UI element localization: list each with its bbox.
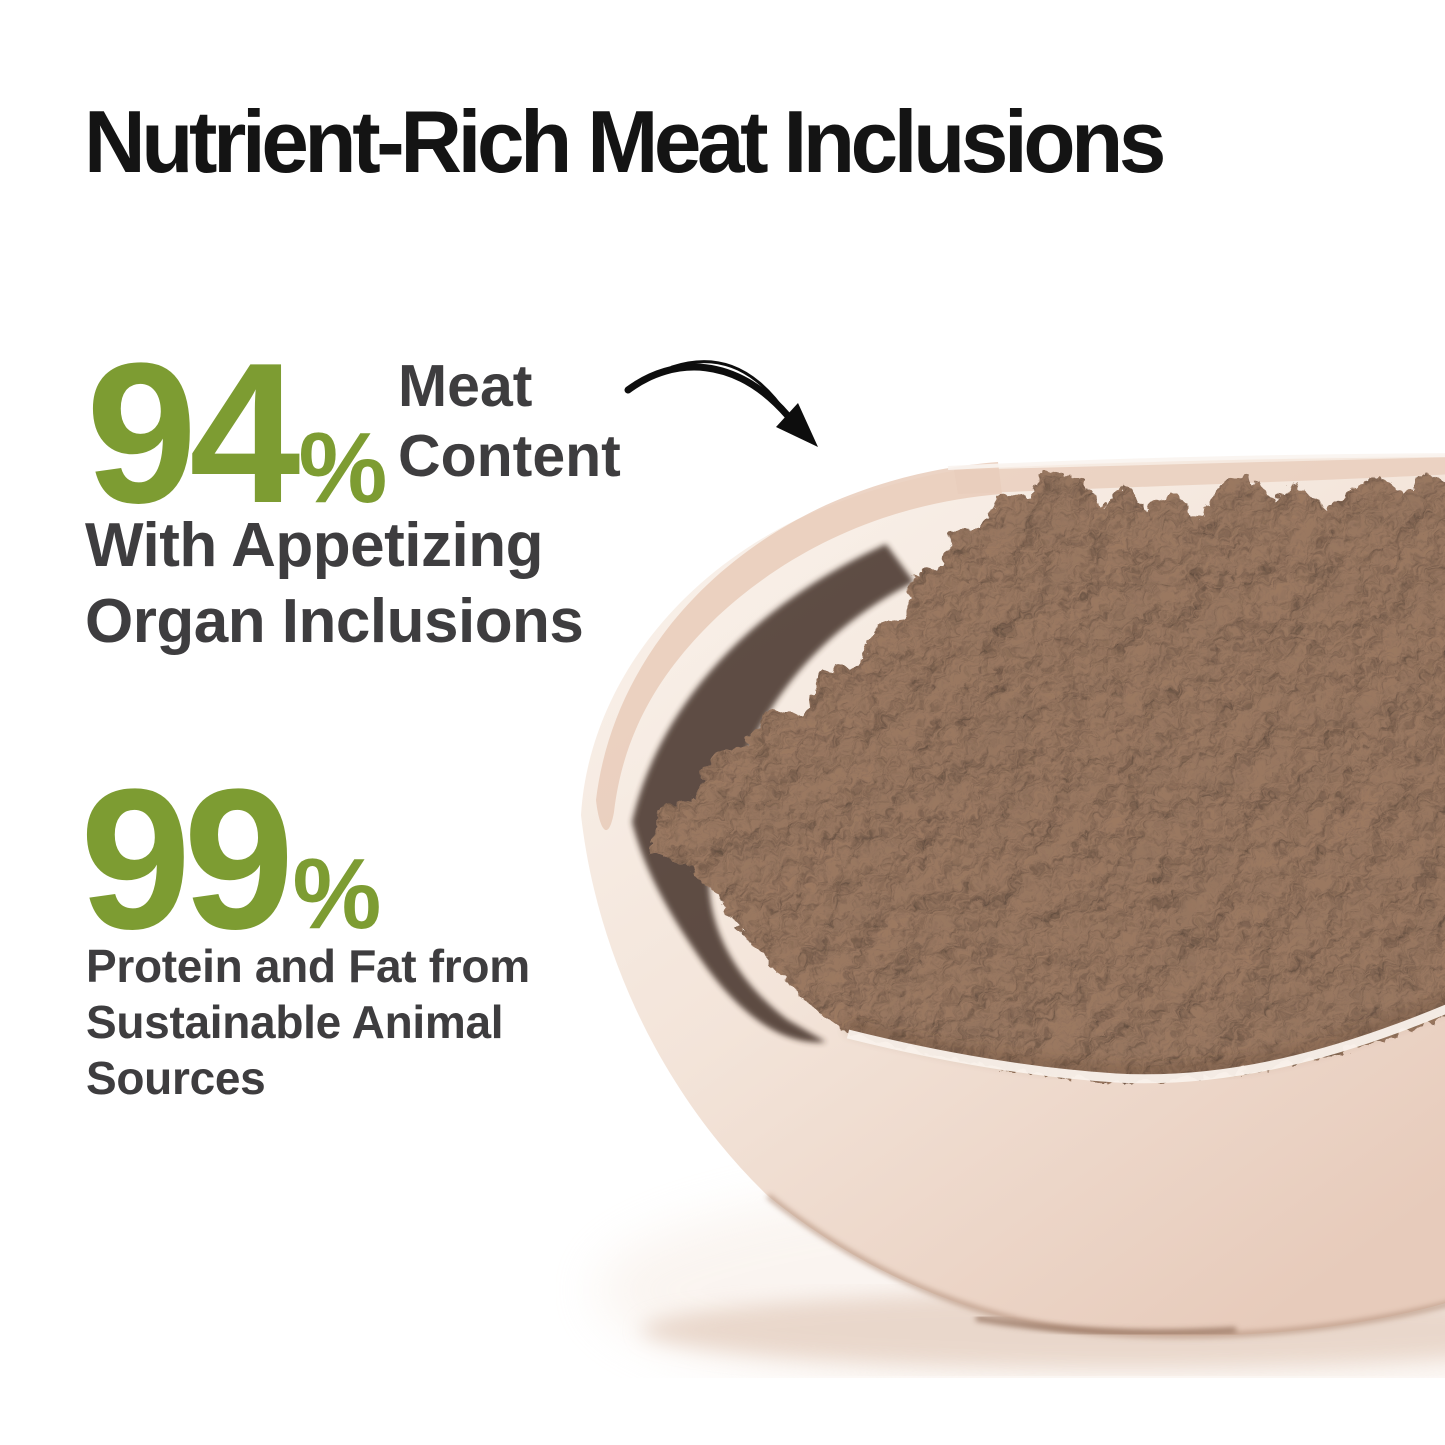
stat-meat-content-label-line1: Meat [398, 353, 533, 419]
stat-protein-fat-label: Protein and Fat from Sustainable Animal … [86, 938, 530, 1106]
stat-meat-content-label: Meat Content [398, 352, 621, 491]
stat-protein-fat-label-line3: Sources [86, 1052, 266, 1105]
stat-meat-content-percent-sign: % [298, 412, 388, 524]
bowl-rim-inner-shade [596, 462, 1002, 831]
stat-meat-content-label-line2: Content [398, 422, 621, 489]
bowl-of-pet-food-photo [581, 453, 1445, 1378]
meat-seat-shadow [846, 997, 1445, 1077]
page-title: Nutrient-Rich Meat Inclusions [84, 92, 1166, 191]
subheading-organ-inclusions: With Appetizing Organ Inclusions [85, 508, 584, 659]
stat-meat-content-number: 94 [86, 322, 300, 545]
stat-protein-fat-label-line2: Sustainable Animal [86, 996, 504, 1049]
arrow-icon [624, 360, 818, 447]
stat-protein-fat-value: 99 % [80, 748, 382, 971]
stat-protein-fat-percent-sign: % [292, 838, 382, 950]
bowl-interior-shadow [632, 544, 914, 1043]
bowl-rim-back-highlight [947, 453, 1445, 470]
stat-meat-content-value: 94 % [86, 322, 388, 545]
subheading-line2: Organ Inclusions [85, 586, 584, 656]
bowl-bottom-edge-dark [975, 1315, 1237, 1336]
bowl-front-rim-highlight [846, 1004, 1445, 1084]
stat-protein-fat-number: 99 [80, 748, 294, 971]
stat-protein-fat-label-line1: Protein and Fat from [86, 940, 530, 992]
subheading-line1: With Appetizing [85, 511, 543, 580]
